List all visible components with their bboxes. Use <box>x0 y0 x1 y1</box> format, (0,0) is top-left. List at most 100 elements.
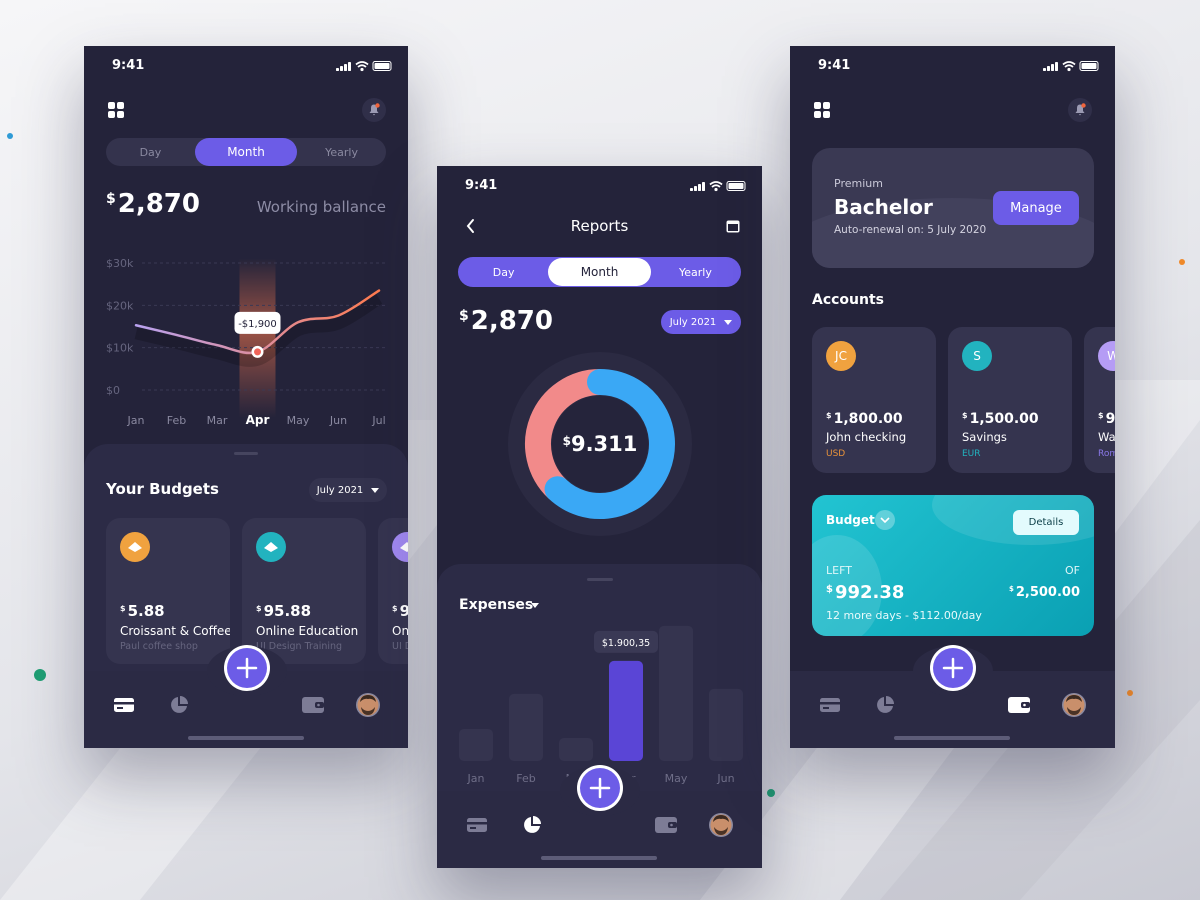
period-tab[interactable]: Month <box>548 258 651 286</box>
calendar-body <box>728 224 738 231</box>
x-tick-label: Jun <box>329 414 347 427</box>
currency-sign: $ <box>120 604 126 613</box>
pie-icon <box>171 697 187 713</box>
budget-title: Budget <box>826 513 875 527</box>
budget-left: $992.38 <box>826 582 904 604</box>
currency-sign: $ <box>392 604 398 613</box>
nav-icons <box>820 693 1086 740</box>
nav-profile[interactable] <box>356 693 380 717</box>
add-button[interactable] <box>929 644 977 692</box>
add-button[interactable] <box>223 644 271 692</box>
account-name: John checking <box>826 430 907 444</box>
battery <box>1079 61 1099 71</box>
premium-plan: Bachelor <box>834 195 933 219</box>
period-dropdown[interactable]: July 2021 <box>309 478 387 502</box>
add-button[interactable] <box>576 764 624 812</box>
amount-value: 992.38 <box>834 582 905 603</box>
account-card[interactable]: JC $1,800.00 John checking USD <box>812 327 936 473</box>
currency-sign: $ <box>459 308 469 324</box>
amount-value: 1,500.00 <box>969 411 1039 427</box>
currency-sign: $ <box>256 604 262 613</box>
currency-sign: $ <box>962 411 968 420</box>
period-tab[interactable]: Yearly <box>678 265 712 279</box>
nav-profile[interactable] <box>1062 693 1086 717</box>
account-currency: USD <box>826 449 846 459</box>
status-time: 9:41 <box>818 58 851 73</box>
nav-wallet[interactable] <box>1008 697 1030 713</box>
menu-icon <box>108 102 124 118</box>
details-button[interactable]: Details <box>1013 510 1079 535</box>
x-tick-label: Apr <box>246 413 270 427</box>
menu-square <box>814 102 821 109</box>
amount-value: 2,870 <box>470 306 553 336</box>
budget-card[interactable]: $95 Onl UI D <box>378 518 408 664</box>
y-tick-label: $10k <box>106 342 134 355</box>
amount-value: 2,870 <box>117 189 200 219</box>
wifi-icon <box>709 181 723 188</box>
nav-profile[interactable] <box>709 813 733 837</box>
menu-square <box>823 102 830 109</box>
notification-button[interactable] <box>362 98 386 122</box>
back-chevron <box>466 219 474 233</box>
budget-place: UI Design Training <box>256 641 343 652</box>
menu-square <box>823 111 830 118</box>
account-currency: Rom <box>1098 449 1115 459</box>
card-icon <box>820 698 840 712</box>
menu-square <box>108 111 115 118</box>
avatar-beard <box>361 707 375 715</box>
battery-level <box>1081 63 1097 69</box>
of-label: OF <box>1065 564 1080 577</box>
x-tick-label: Jan <box>467 772 485 785</box>
budget-card[interactable]: $5.88 Croissant & Coffee Paul coffee shop <box>106 518 230 664</box>
amount-value: 5.88 <box>127 602 165 620</box>
avatar-hair <box>1066 695 1082 702</box>
period-tab[interactable]: Month <box>194 138 298 166</box>
nav-wallet[interactable] <box>655 817 677 833</box>
caret-shape <box>371 487 380 493</box>
highlight-point-core <box>254 348 261 356</box>
budget-card: Budget Details LEFT OF $992.38 $2,500.00 12 mo… <box>812 495 1094 636</box>
nav-icons <box>467 813 733 860</box>
nav-stats[interactable] <box>524 816 541 833</box>
value-label: $1.900,35 <box>602 638 650 649</box>
budget-card[interactable]: $95.88 Online Education UI Design Training <box>242 518 366 664</box>
notification-button[interactable] <box>1068 98 1092 122</box>
budget-icon <box>256 532 286 562</box>
manage-button[interactable]: Manage <box>993 191 1079 225</box>
signal-bar <box>1043 68 1046 71</box>
dropdown-caret <box>531 603 539 608</box>
nav-stats[interactable] <box>171 696 188 713</box>
account-card[interactable]: W $9 Wa Rom <box>1084 327 1115 473</box>
nav-stats[interactable] <box>877 696 894 713</box>
nav-cards[interactable] <box>467 818 487 832</box>
back-button[interactable] <box>465 218 477 234</box>
donut-chart: $9.311 <box>508 352 692 536</box>
period-tab[interactable]: Day <box>492 265 515 279</box>
card-chip <box>117 707 123 709</box>
caret <box>371 487 380 493</box>
currency-sign: $ <box>826 584 833 595</box>
calendar-button[interactable] <box>726 219 740 233</box>
currency-sign: $ <box>1008 585 1014 593</box>
period-tab[interactable]: Yearly <box>325 145 358 159</box>
amount-value: 95.88 <box>263 602 312 620</box>
period-dropdown[interactable]: July 2021 <box>661 310 741 334</box>
budget-name: Online Education <box>256 624 359 638</box>
bar <box>609 660 643 761</box>
wifi-dot <box>714 187 718 192</box>
caret-shape <box>724 319 733 325</box>
nav-wallet[interactable] <box>302 697 324 713</box>
nav-cards[interactable] <box>114 698 134 712</box>
period-tabs: Day Month Yearly <box>106 138 386 166</box>
nav-cards[interactable] <box>820 698 840 712</box>
section-title: Accounts <box>812 292 885 308</box>
premium-card: Premium Bachelor Auto-renewal on: 5 July 2… <box>812 148 1094 268</box>
period-tab[interactable]: Day <box>139 145 162 159</box>
bar <box>709 688 743 761</box>
pie-icon <box>524 817 540 833</box>
budget-toggle <box>875 510 895 530</box>
toggle-chevron <box>880 517 890 524</box>
account-card[interactable]: S $1,500.00 Savings EUR <box>948 327 1072 473</box>
accounts-phone: 9:41 Premium Bachelor Auto-renewal on: 5 Ju… <box>790 46 1115 748</box>
amount-value: 9 <box>1105 411 1115 427</box>
